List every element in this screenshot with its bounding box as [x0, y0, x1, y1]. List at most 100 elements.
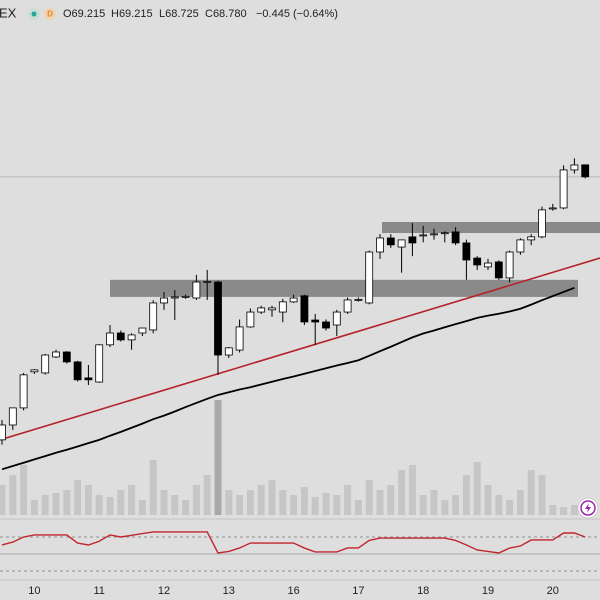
- volume-bar: [171, 495, 179, 515]
- candle-body: [160, 297, 168, 304]
- candle-body: [494, 261, 503, 279]
- volume-bar: [333, 495, 341, 515]
- rsi-line: [1, 531, 586, 554]
- volume-bar: [506, 500, 514, 515]
- candle-body: [581, 164, 590, 178]
- candle-body: [8, 407, 17, 426]
- candle-body: [289, 297, 298, 303]
- volume-bar: [192, 485, 200, 515]
- volume-bar: [257, 485, 265, 515]
- x-tick-label: 16: [287, 585, 299, 597]
- volume-bar: [495, 495, 503, 515]
- volume-bar: [246, 490, 254, 515]
- volume-bar: [365, 480, 373, 515]
- volume-bar: [95, 495, 103, 515]
- volume-bar: [570, 505, 578, 515]
- candle-body: [311, 319, 320, 323]
- candle-body: [343, 299, 352, 313]
- x-tick-label: 13: [223, 585, 235, 597]
- candle-body: [300, 295, 309, 323]
- volume-bar: [527, 470, 535, 515]
- open-label: O69.215: [63, 8, 105, 20]
- volume-bar: [63, 490, 71, 515]
- volume-bar: [20, 465, 28, 515]
- volume-bar: [300, 487, 308, 515]
- volume-bar: [268, 480, 276, 515]
- volume-bar: [419, 495, 427, 515]
- candle-body: [235, 326, 244, 351]
- status-dot: [31, 11, 37, 17]
- header: EX D O69.215 H69.215 L68.725 C68.780 −0.…: [0, 5, 338, 20]
- volume-bar: [74, 480, 82, 515]
- candle-body: [473, 257, 482, 266]
- candle-body: [30, 369, 39, 373]
- close-label: C68.780: [205, 8, 247, 20]
- candle-body: [548, 207, 557, 210]
- candle-body: [354, 298, 363, 301]
- candle-body: [149, 302, 158, 331]
- candle-body: [365, 251, 374, 304]
- trendline: [0, 257, 600, 441]
- price-zone: [382, 221, 600, 234]
- candle-body: [376, 237, 384, 253]
- candle-body: [484, 262, 492, 268]
- candle-body: [214, 281, 222, 356]
- alert-icon: [585, 503, 591, 513]
- volume-bar: [117, 490, 125, 515]
- volume-bar: [408, 465, 416, 515]
- volume-bar: [52, 493, 60, 515]
- volume-bar: [484, 485, 492, 515]
- low-label: L68.725: [159, 8, 199, 20]
- volume-bar: [84, 485, 92, 515]
- candle-body: [0, 424, 6, 441]
- alert-button[interactable]: [577, 497, 599, 519]
- volume-bar: [236, 495, 244, 515]
- x-tick-label: 12: [158, 585, 170, 597]
- candle-body: [538, 209, 546, 238]
- volume-bar: [0, 485, 6, 515]
- volume-bar: [549, 505, 557, 515]
- candle-body: [224, 347, 233, 356]
- price-zone: [110, 279, 578, 297]
- high-label: H69.215: [111, 8, 153, 20]
- volume-bar: [322, 493, 330, 515]
- rsi-layer: [0, 531, 600, 572]
- moving-average: [1, 286, 575, 471]
- volume-bar: [149, 460, 157, 515]
- volume-bar: [182, 500, 190, 515]
- candle-body: [527, 236, 536, 241]
- candle-body: [116, 332, 125, 341]
- volume-bar: [106, 497, 114, 515]
- candle-body: [84, 377, 93, 381]
- candle-body: [419, 234, 428, 237]
- volume-bar: [160, 490, 168, 515]
- x-axis: 10 11 12 13 16 17 18 19 20: [28, 585, 559, 597]
- volume-bar: [473, 462, 481, 515]
- candle-body: [570, 164, 579, 171]
- volume-bar: [225, 490, 233, 515]
- volume-bar: [138, 500, 146, 515]
- x-tick-label: 17: [352, 585, 364, 597]
- volume-bar: [203, 475, 211, 515]
- volume-bar: [538, 475, 546, 515]
- candle-body: [322, 321, 330, 329]
- volume-bar: [430, 490, 438, 515]
- volume-bar: [387, 485, 395, 515]
- volume-bar: [441, 500, 449, 515]
- candle-body: [73, 361, 82, 381]
- delay-badge-label: D: [47, 10, 53, 19]
- candle-body: [332, 311, 341, 326]
- candle-body: [95, 344, 104, 383]
- candle-body: [268, 307, 276, 311]
- x-tick-label: 10: [28, 585, 40, 597]
- candle-body: [170, 296, 179, 299]
- candle-body: [246, 311, 255, 328]
- candle-body: [52, 351, 60, 358]
- candle-body: [41, 354, 50, 374]
- candle-body: [106, 332, 114, 346]
- volume-bar: [214, 400, 222, 515]
- delay-badge: [44, 8, 56, 20]
- candle-body: [430, 233, 438, 236]
- candle-body: [138, 327, 147, 334]
